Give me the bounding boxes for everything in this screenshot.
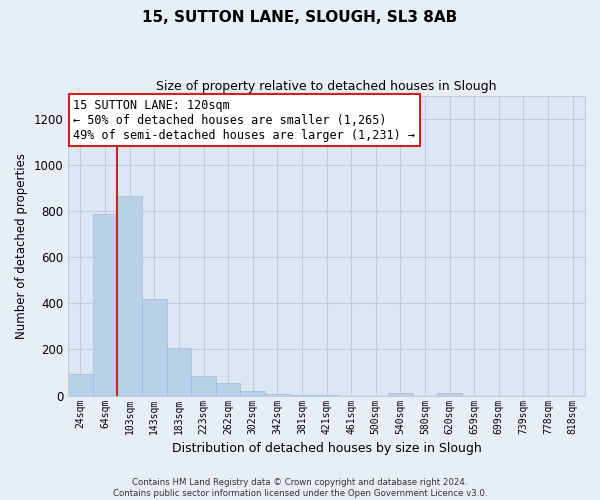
Bar — [437, 394, 462, 396]
Bar — [241, 390, 265, 396]
Bar — [68, 374, 93, 396]
Bar — [118, 196, 142, 396]
Bar — [388, 394, 413, 396]
Title: Size of property relative to detached houses in Slough: Size of property relative to detached ho… — [157, 80, 497, 93]
Bar — [290, 395, 314, 396]
X-axis label: Distribution of detached houses by size in Slough: Distribution of detached houses by size … — [172, 442, 481, 455]
Bar — [216, 384, 241, 396]
Bar — [191, 376, 216, 396]
Text: 15, SUTTON LANE, SLOUGH, SL3 8AB: 15, SUTTON LANE, SLOUGH, SL3 8AB — [142, 10, 458, 25]
Text: Contains HM Land Registry data © Crown copyright and database right 2024.
Contai: Contains HM Land Registry data © Crown c… — [113, 478, 487, 498]
Text: 15 SUTTON LANE: 120sqm
← 50% of detached houses are smaller (1,265)
49% of semi-: 15 SUTTON LANE: 120sqm ← 50% of detached… — [73, 98, 415, 142]
Bar — [265, 394, 290, 396]
Bar — [93, 214, 118, 396]
Y-axis label: Number of detached properties: Number of detached properties — [15, 152, 28, 338]
Bar — [142, 298, 167, 396]
Bar — [167, 348, 191, 396]
